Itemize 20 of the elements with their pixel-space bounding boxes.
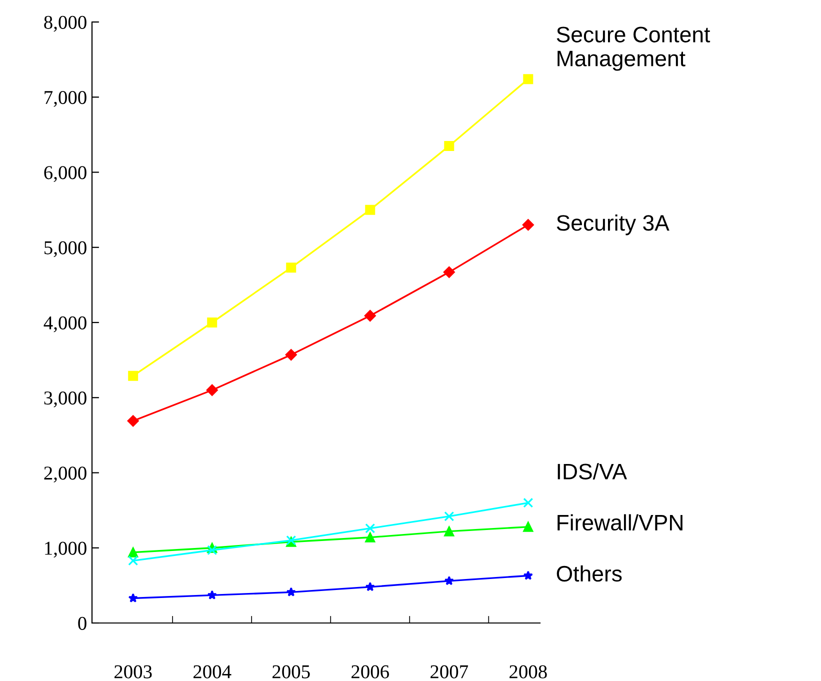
x-tick-label: 2005 [272,665,310,678]
series-label: Others [556,565,622,582]
y-tick-label: 4,000 [44,316,86,332]
series-label: Security 3A [556,214,670,236]
x-tick-label: 2008 [510,665,547,678]
series-label: Firewall/VPN [558,514,682,531]
y-tick-label: 6,000 [44,166,86,182]
x-tick-label: 2003 [114,665,152,678]
y-tick-label: 7,000 [44,90,86,107]
y-tick-label: 8,000 [44,16,86,32]
series-label: IDS/VA [558,463,627,480]
x-tick-label: 2007 [430,665,468,678]
x-tick-label: 2006 [352,665,389,678]
y-tick-label: 1,000 [45,542,86,558]
y-tick-label: 2,000 [44,466,86,482]
x-tick-label: 2004 [194,665,232,678]
y-tick-label: 5,000 [44,241,86,258]
y-tick-label: 0 [78,616,86,630]
y-tick-label: 3,000 [44,391,86,408]
series-label: Secure Content Management [556,26,710,71]
